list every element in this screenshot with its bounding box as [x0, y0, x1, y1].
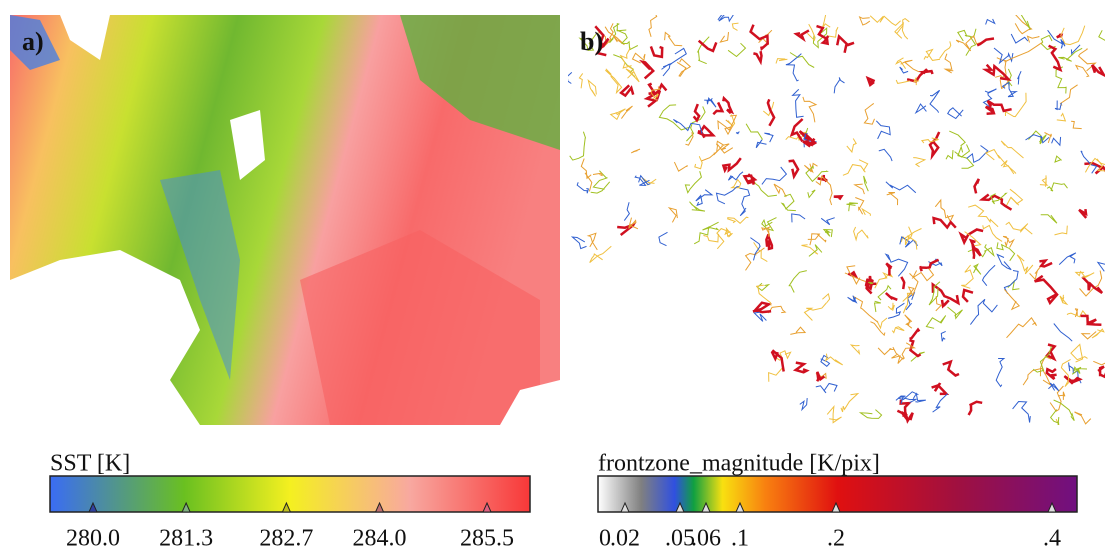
- sst-map: [10, 15, 560, 425]
- tick-label: 285.5: [460, 526, 514, 552]
- tick-label: .06: [691, 526, 721, 552]
- panel-label: a): [22, 27, 44, 56]
- tick-label: .1: [731, 526, 749, 552]
- front-map: [567, 8, 1105, 434]
- figure: a) b) SST [K] frontzone_magnitude [K/pix…: [0, 0, 1105, 554]
- tick-label: .4: [1043, 526, 1061, 552]
- panel-label: b): [580, 27, 603, 56]
- tick-label: 280.0: [66, 526, 120, 552]
- tick-label: .2: [827, 526, 845, 552]
- colorbar-title: SST [K]: [50, 451, 130, 477]
- tick-label: 284.0: [353, 526, 407, 552]
- tick-label: 282.7: [259, 526, 313, 552]
- colorbar: [50, 476, 530, 512]
- tick-label: 281.3: [159, 526, 213, 552]
- colorbar-title: frontzone_magnitude [K/pix]: [598, 451, 880, 477]
- tick-label: .02: [610, 526, 640, 552]
